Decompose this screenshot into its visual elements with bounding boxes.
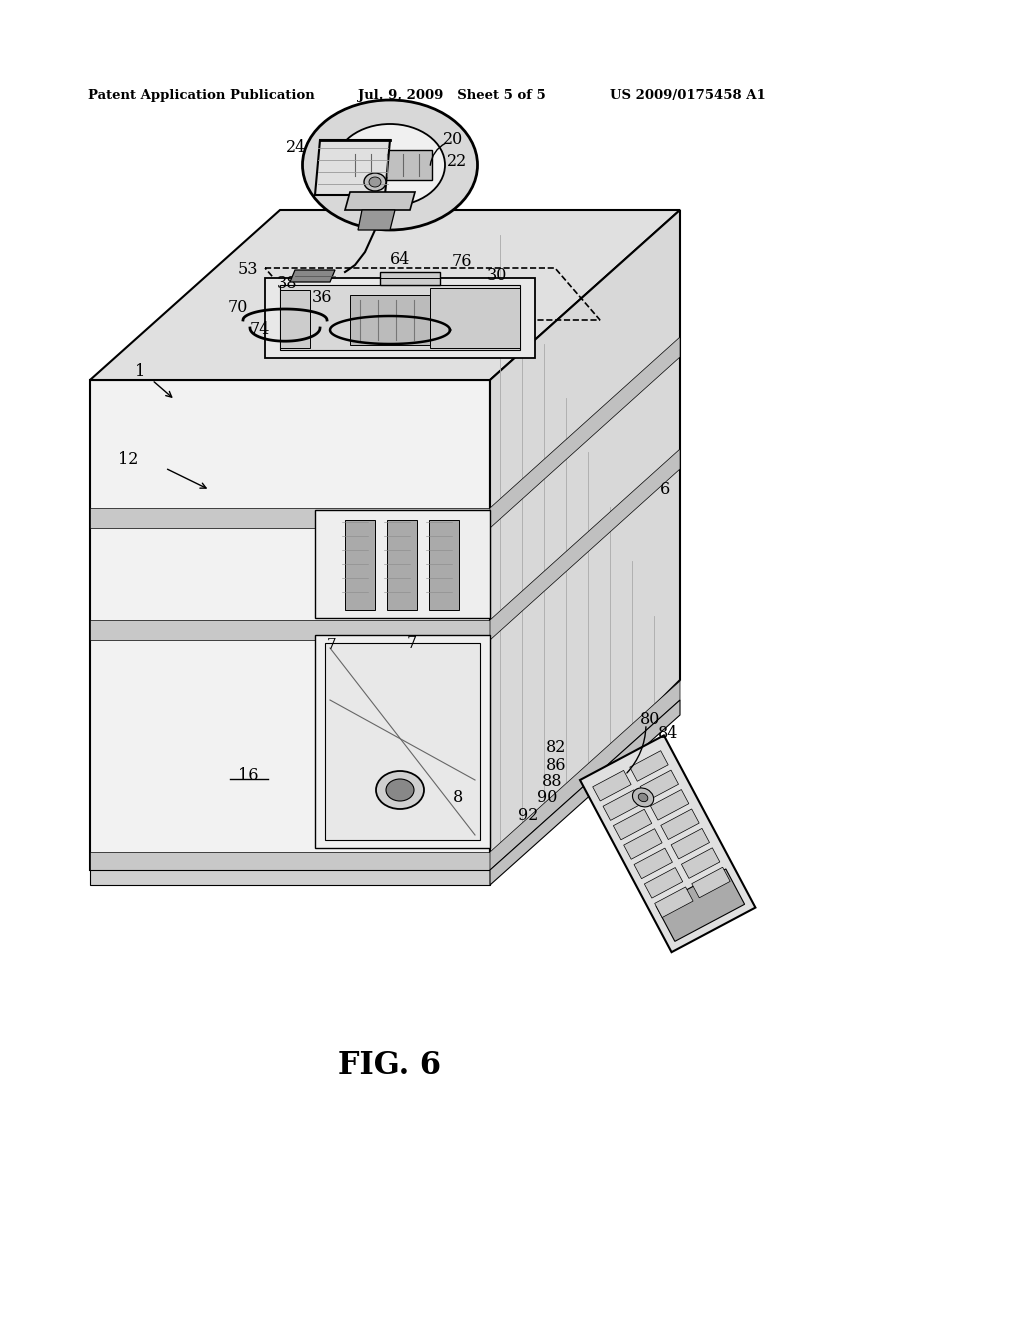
Ellipse shape: [376, 771, 424, 809]
Polygon shape: [656, 869, 744, 941]
Text: 86: 86: [546, 756, 566, 774]
Text: Jul. 9, 2009   Sheet 5 of 5: Jul. 9, 2009 Sheet 5 of 5: [358, 88, 546, 102]
Polygon shape: [630, 751, 669, 781]
Ellipse shape: [638, 793, 648, 801]
Polygon shape: [380, 272, 440, 285]
Text: 64: 64: [390, 252, 411, 268]
Text: 16: 16: [238, 767, 258, 784]
Ellipse shape: [364, 173, 386, 191]
Ellipse shape: [386, 779, 414, 801]
Text: Patent Application Publication: Patent Application Publication: [88, 88, 314, 102]
Polygon shape: [90, 210, 680, 380]
Text: 80: 80: [640, 711, 660, 729]
Polygon shape: [613, 809, 651, 840]
Polygon shape: [345, 520, 375, 610]
Text: 82: 82: [546, 739, 566, 756]
Polygon shape: [280, 290, 310, 348]
Text: 74: 74: [250, 322, 270, 338]
Polygon shape: [350, 294, 430, 345]
Text: 7: 7: [407, 635, 417, 652]
Polygon shape: [593, 771, 631, 801]
Text: 24: 24: [286, 140, 306, 157]
Text: 30: 30: [486, 267, 507, 284]
Polygon shape: [671, 829, 710, 859]
Polygon shape: [345, 191, 415, 210]
Polygon shape: [90, 620, 490, 640]
Ellipse shape: [302, 100, 477, 230]
Text: 22: 22: [446, 153, 467, 170]
Polygon shape: [490, 337, 680, 528]
Polygon shape: [660, 809, 699, 840]
Text: US 2009/0175458 A1: US 2009/0175458 A1: [610, 88, 766, 102]
Text: 53: 53: [238, 261, 258, 279]
Ellipse shape: [369, 177, 381, 187]
Text: 8: 8: [453, 788, 463, 805]
Text: 92: 92: [518, 807, 539, 824]
Polygon shape: [603, 789, 641, 821]
Polygon shape: [580, 735, 756, 952]
Polygon shape: [490, 681, 680, 870]
Text: FIG. 6: FIG. 6: [339, 1049, 441, 1081]
Polygon shape: [90, 851, 490, 870]
Polygon shape: [640, 770, 679, 801]
Polygon shape: [265, 279, 535, 358]
Text: 36: 36: [311, 289, 332, 306]
Text: 76: 76: [452, 253, 472, 271]
Text: 20: 20: [442, 132, 463, 149]
Polygon shape: [348, 150, 432, 180]
Polygon shape: [315, 140, 390, 195]
Polygon shape: [650, 789, 689, 820]
Polygon shape: [280, 285, 520, 350]
Text: 84: 84: [657, 726, 678, 742]
Polygon shape: [429, 520, 459, 610]
Polygon shape: [692, 867, 730, 898]
Ellipse shape: [633, 788, 653, 807]
Text: 90: 90: [537, 789, 557, 807]
Polygon shape: [490, 449, 680, 640]
Polygon shape: [325, 643, 480, 840]
Polygon shape: [315, 635, 490, 847]
Polygon shape: [624, 829, 663, 859]
Text: 6: 6: [659, 482, 670, 499]
Polygon shape: [90, 380, 490, 870]
Polygon shape: [634, 849, 673, 879]
Text: 70: 70: [227, 298, 248, 315]
Polygon shape: [490, 210, 680, 870]
Polygon shape: [430, 288, 520, 348]
Polygon shape: [681, 847, 720, 878]
Polygon shape: [644, 867, 683, 898]
Polygon shape: [90, 870, 490, 884]
Polygon shape: [315, 510, 490, 618]
Polygon shape: [358, 210, 395, 230]
Text: 7: 7: [327, 638, 337, 652]
Text: 12: 12: [118, 451, 138, 469]
Ellipse shape: [335, 124, 445, 206]
Text: 1: 1: [135, 363, 145, 380]
Text: 38: 38: [276, 275, 297, 292]
Polygon shape: [90, 508, 490, 528]
Polygon shape: [654, 887, 693, 917]
Text: 88: 88: [542, 774, 562, 791]
Polygon shape: [290, 271, 335, 282]
Polygon shape: [490, 700, 680, 884]
Polygon shape: [387, 520, 417, 610]
